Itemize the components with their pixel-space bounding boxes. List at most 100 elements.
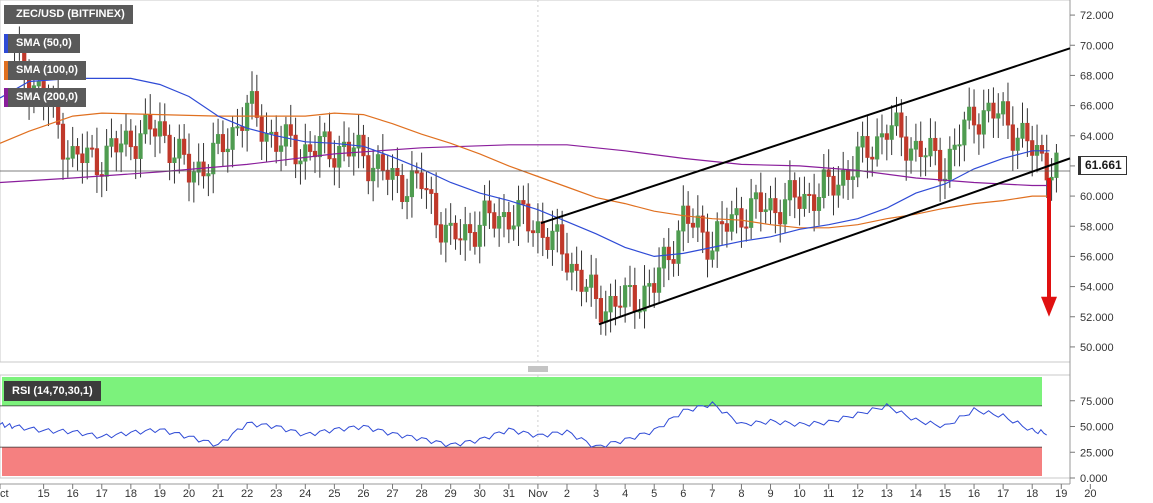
- candle-body: [526, 203, 531, 232]
- x-tick-label: 25: [328, 488, 340, 500]
- rsi-y-tick-label: 50.000: [1080, 422, 1114, 434]
- x-tick-label: 21: [212, 488, 224, 500]
- candle-body: [627, 285, 633, 288]
- candle-body: [497, 216, 502, 229]
- candle-body: [782, 199, 788, 225]
- candle-body: [715, 221, 720, 252]
- candle-body: [690, 222, 696, 228]
- chart-title: ZEC/USD (BITFINEX): [16, 8, 125, 20]
- candle-body: [240, 126, 245, 131]
- x-tick-label: 18: [1026, 488, 1038, 500]
- candle-body: [278, 145, 284, 152]
- candle-body: [1001, 101, 1006, 115]
- x-tick-label: 15: [37, 488, 49, 500]
- candle-body: [211, 142, 216, 175]
- candle-body: [962, 119, 967, 146]
- candle-body: [109, 138, 114, 147]
- candle-body: [967, 106, 972, 121]
- sma200-line: [0, 144, 1050, 187]
- candle-body: [259, 116, 264, 142]
- candle-body: [264, 133, 269, 142]
- candle-body: [196, 161, 201, 173]
- candle-body: [70, 146, 75, 159]
- candle-body: [908, 148, 914, 161]
- x-tick-label: 20: [183, 488, 195, 500]
- candle-body: [356, 134, 361, 149]
- candle-body: [492, 212, 497, 229]
- candle-body: [710, 250, 715, 260]
- candle-body: [555, 224, 560, 232]
- legend-sma50[interactable]: SMA (50,0): [4, 34, 80, 53]
- rsi-oversold-zone: [2, 447, 1042, 476]
- candle-body: [778, 212, 783, 225]
- legend-sma100[interactable]: SMA (100,0): [4, 61, 86, 80]
- candle-body: [889, 125, 894, 140]
- candle-body: [686, 205, 691, 224]
- x-tick-label: 17: [997, 488, 1009, 500]
- candle-body: [865, 136, 870, 158]
- candle-body: [167, 134, 172, 163]
- candle-body: [327, 131, 332, 160]
- candle-body: [1030, 140, 1035, 156]
- candle-body: [123, 130, 129, 145]
- candle-body: [138, 133, 143, 159]
- x-tick-label: 23: [270, 488, 282, 500]
- x-tick-label: 8: [738, 488, 744, 500]
- x-tick-label: 15: [939, 488, 951, 500]
- candle-body: [744, 226, 749, 229]
- candle-body: [162, 121, 167, 136]
- candle-body: [36, 81, 41, 87]
- candle-body: [274, 131, 279, 152]
- candle-body: [521, 200, 526, 205]
- candle-body: [807, 193, 812, 196]
- y-tick-label: 68.000: [1080, 70, 1114, 82]
- candle-body: [719, 221, 725, 225]
- candle-body: [182, 138, 187, 155]
- candle-body: [94, 148, 100, 176]
- candle-body: [836, 184, 841, 196]
- legend-sma200[interactable]: SMA (200,0): [4, 88, 86, 107]
- x-tick-label: 22: [241, 488, 253, 500]
- candle-body: [884, 133, 889, 140]
- candle-body: [375, 154, 381, 169]
- candle-body: [879, 133, 885, 138]
- candle-body: [589, 274, 594, 288]
- candle-body: [225, 148, 230, 153]
- sma50-line: [0, 77, 1050, 258]
- candle-body: [996, 113, 1001, 119]
- y-tick-label: 52.000: [1080, 312, 1114, 324]
- y-tick-label: 50.000: [1080, 342, 1114, 354]
- candle-body: [845, 170, 851, 180]
- rsi-overbought-zone: [2, 377, 1042, 406]
- candle-body: [1020, 122, 1025, 139]
- legend-sma200-label: SMA (200,0): [16, 91, 78, 103]
- x-tick-label: 29: [445, 488, 457, 500]
- candle-body: [119, 143, 124, 153]
- candle-body: [361, 134, 366, 157]
- candle-body: [152, 128, 158, 137]
- candle-body: [89, 147, 95, 150]
- candle-body: [618, 305, 623, 308]
- candle-body: [841, 170, 846, 186]
- candle-body: [870, 156, 875, 160]
- x-tick-label: 26: [357, 488, 369, 500]
- legend-sma50-label: SMA (50,0): [16, 37, 72, 49]
- candle-body: [768, 198, 773, 211]
- candle-body: [80, 153, 85, 164]
- x-tick-label: 17: [96, 488, 108, 500]
- candle-body: [676, 230, 681, 264]
- candle-body: [598, 298, 604, 323]
- candle-body: [971, 106, 977, 126]
- legend-sma50-swatch: [4, 34, 8, 53]
- candle-body: [550, 230, 555, 250]
- x-tick-label: Nov: [528, 488, 548, 500]
- x-tick-label: 13: [881, 488, 893, 500]
- candle-body: [850, 176, 855, 180]
- candle-body: [976, 124, 981, 135]
- candle-body: [656, 267, 662, 293]
- x-tick-label: Oct: [0, 488, 9, 500]
- candle-body: [128, 130, 133, 148]
- candle-body: [186, 153, 192, 183]
- candle-body: [981, 110, 986, 135]
- candle-body: [661, 246, 667, 269]
